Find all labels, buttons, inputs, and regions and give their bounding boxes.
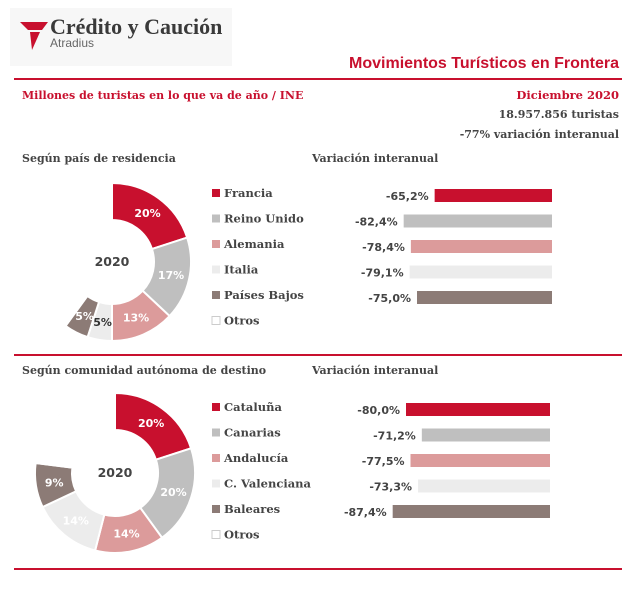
community-bar-canarias [421,428,550,442]
residence-bar-francia [434,189,552,202]
section2-title: Según comunidad autónoma de destino [22,364,267,377]
community-bar-cataluna [406,403,550,416]
report-date: Diciembre 2020 [516,88,619,102]
residence-legend-label-otros: Otros [224,314,260,328]
community-legend-swatch-baleares [212,505,220,513]
residence-legend-swatch-francia [212,189,220,197]
community-legend-swatch-otros [211,530,221,539]
residence-legend-swatch-paises-bajos [212,291,220,299]
page-subtitle: Millones de turistas en lo que va de año… [22,89,304,102]
total-tourists: 18.957.856 turistas [498,108,619,121]
footer-rule [14,568,622,570]
residence-bar-label-alemania: -78,4% [362,241,405,254]
section-rule [14,354,622,356]
residence-bar-label-paises-bajos: -75,0% [368,292,411,305]
residence-bar-label-italia: -79,1% [361,267,404,280]
community-legend-swatch-c-valenciana [212,479,220,488]
community-bar-label-andalucia: -77,5% [362,455,405,468]
community-slice-otros [34,391,116,469]
community-legend-swatch-cataluna [212,403,220,411]
community-slice-label-cataluna: 20% [138,417,164,430]
residence-slice-otros [32,181,113,328]
community-bar-baleares [392,505,550,518]
residence-legend-label-alemania: Alemania [223,237,285,251]
section2-bars-title: Variación interanual [312,364,439,377]
community-bar-andalucia [410,454,550,467]
community-slice-label-andalucia: 14% [113,527,139,540]
section1-bars-title: Variación interanual [312,152,439,165]
residence-bar-reino-unido [403,214,552,228]
residence-bar-italia [409,265,552,279]
residence-legend-label-italia: Italia [224,263,259,277]
residence-bar-label-reino-unido: -82,4% [355,216,398,229]
residence-legend-swatch-reino-unido [212,214,220,223]
community-legend-label-otros: Otros [224,528,260,542]
residence-legend-label-reino-unido: Reino Unido [224,212,304,226]
community-bar-label-canarias: -71,2% [373,430,416,443]
community-legend-label-canarias: Canarias [224,426,281,440]
logo [10,8,232,66]
community-legend-label-baleares: Baleares [224,502,280,516]
residence-legend-swatch-alemania [212,240,220,248]
community-legend-swatch-canarias [212,428,220,437]
residence-slice-label-italia: 5% [93,316,112,329]
residence-legend-label-paises-bajos: Países Bajos [224,288,304,302]
residence-center-label: 2020 [95,254,130,269]
residence-slice-label-francia: 20% [134,207,160,220]
residence-legend-swatch-italia [212,265,220,274]
residence-bar-paises-bajos [417,291,552,304]
page-title: Movimientos Turísticos en Frontera [349,55,619,72]
community-bar-label-c-valenciana: -73,3% [369,481,412,494]
residence-legend-label-francia: Francia [224,186,273,200]
community-bar-label-baleares: -87,4% [344,506,387,519]
residence-legend-swatch-otros [211,316,221,325]
community-center-label: 2020 [98,465,133,480]
residence-slice-label-reino-unido: 17% [158,269,184,282]
community-legend-label-cataluna: Cataluña [224,400,282,414]
community-slice-label-canarias: 20% [160,486,186,499]
community-legend-swatch-andalucia [212,454,220,462]
community-slice-label-baleares: 9% [45,477,64,490]
brand-name: Crédito y Caución [50,14,223,39]
community-bar-label-cataluna: -80,0% [357,404,400,417]
community-slice-label-c-valenciana: 14% [63,514,89,527]
residence-slice-label-alemania: 13% [123,312,149,325]
residence-bar-alemania [410,240,552,253]
community-legend-label-c-valenciana: C. Valenciana [224,477,312,491]
residence-slice-label-paises-bajos: 5% [75,310,94,323]
yoy-variation: -77% variación interanual [459,128,619,141]
section1-title: Según país de residencia [22,152,176,165]
brand-icon [20,22,48,50]
brand-sub: Atradius [50,36,95,50]
community-bar-c-valenciana [418,479,550,493]
community-legend-label-andalucia: Andalucía [223,451,289,465]
residence-bar-label-francia: -65,2% [386,190,429,203]
header-rule [14,78,622,80]
